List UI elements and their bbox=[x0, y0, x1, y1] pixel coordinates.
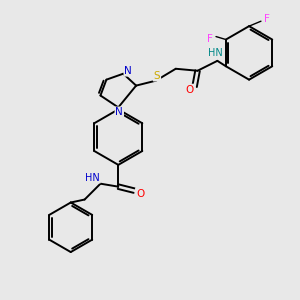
Text: N: N bbox=[116, 107, 123, 117]
Text: F: F bbox=[264, 14, 270, 24]
Text: F: F bbox=[207, 34, 213, 44]
Text: O: O bbox=[185, 85, 194, 94]
Text: HN: HN bbox=[85, 173, 100, 183]
Text: O: O bbox=[136, 189, 144, 199]
Text: S: S bbox=[154, 71, 160, 81]
Text: N: N bbox=[124, 66, 132, 76]
Text: HN: HN bbox=[208, 48, 223, 58]
